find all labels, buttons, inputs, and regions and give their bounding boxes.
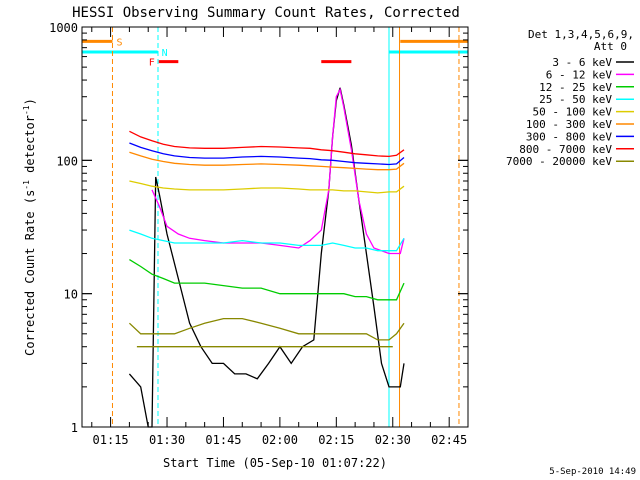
legend-header-line1: Det 1,3,4,5,6,9,: [528, 28, 634, 41]
x-axis-label: Start Time (05-Sep-10 01:07:22): [163, 456, 387, 470]
x-tick-label: 01:30: [149, 433, 185, 447]
legend-entry-800-7000-kev: 800 - 7000 keV: [519, 143, 612, 156]
legend-header-line2: Att 0: [594, 40, 627, 53]
series-line-50-100-kev: [129, 180, 405, 194]
series-line-12-25-kev: [129, 259, 405, 301]
x-tick-label: 02:15: [318, 433, 354, 447]
plot-frame: [81, 26, 469, 428]
y-tick-label: 10: [64, 288, 78, 302]
series-line-7000-20000-kev: [128, 317, 405, 341]
legend-entry-300-800-kev: 300 - 800 keV: [526, 130, 612, 143]
x-tick-label: 01:15: [93, 433, 129, 447]
series-line-100-300-kev: [129, 151, 405, 171]
y-axis-label-main: Corrected Count Rate (s: [23, 190, 37, 356]
legend-entry-6-12-kev: 6 - 12 keV: [546, 68, 613, 81]
x-tick-label: 02:30: [375, 433, 411, 447]
legend-entry-50-100-kev: 50 - 100 keV: [533, 106, 613, 119]
series-line-6-12-kev: [151, 87, 405, 255]
flag-label-n: N: [162, 48, 168, 59]
flag-label-f: F: [149, 58, 155, 69]
date-stamp: 5-Sep-2010 14:49: [549, 467, 636, 477]
observing-flags: S NF: [82, 37, 468, 69]
legend-entry-12-25-kev: 12 - 25 keV: [539, 81, 612, 94]
y-axis-label-sup2: -1: [22, 105, 31, 115]
series-line-800-7000-kev: [129, 130, 405, 158]
y-axis-label-sup1: -1: [22, 180, 31, 190]
y-axis-label: Corrected Count Rate (s-1 detector-1): [22, 98, 37, 356]
flag-label-s: S: [116, 37, 122, 48]
y-tick-label: 1000: [49, 21, 78, 35]
chart-title: HESSI Observing Summary Count Rates, Cor…: [72, 5, 460, 21]
y-axis-ticks: 1 10 100 1000: [49, 21, 468, 435]
x-tick-label: 02:45: [431, 433, 467, 447]
series-line-300-800-kev: [129, 142, 405, 166]
x-axis-ticks: 01:15 01:30 01:45 02:00 02:15 02:30 02:45: [91, 27, 469, 447]
legend-entry-100-300-kev: 100 - 300 keV: [526, 118, 612, 131]
y-axis-label-mid: detector: [23, 115, 37, 180]
y-tick-label: 1: [71, 421, 78, 435]
x-tick-label: 02:00: [262, 433, 298, 447]
legend-entry-25-50-kev: 25 - 50 keV: [539, 93, 612, 106]
series-lines: [128, 87, 405, 428]
x-tick-label: 01:45: [205, 433, 241, 447]
legend-entry-7000-20000-kev: 7000 - 20000 keV: [506, 155, 612, 168]
mode-change-lines: [111, 27, 460, 427]
y-tick-label: 100: [56, 154, 78, 168]
legend-entry-3-6-kev: 3 - 6 keV: [552, 56, 612, 69]
series-line-25-50-kev: [129, 229, 405, 252]
series-line-3-6-kev: [128, 87, 405, 428]
y-axis-label-end: ): [23, 98, 37, 105]
